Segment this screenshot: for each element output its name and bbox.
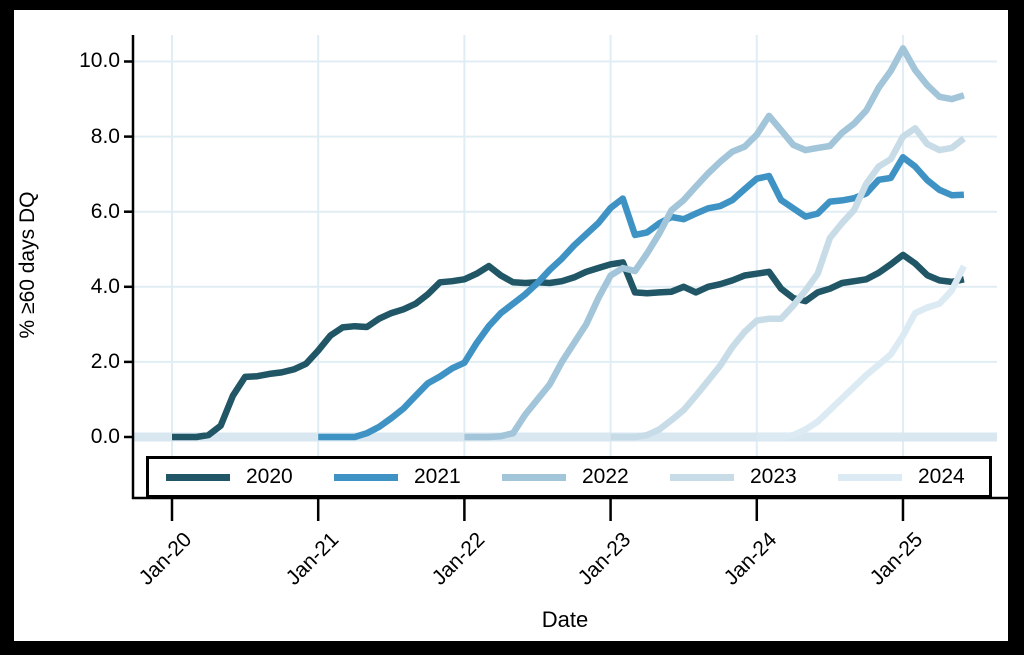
legend-item-2022: 2022 <box>485 465 653 489</box>
legend-label-2022: 2022 <box>582 465 629 488</box>
ytick-label-4: 4.0 <box>90 275 120 298</box>
legend-swatch-2023 <box>670 473 734 481</box>
y-axis-title: % ≥60 days DQ <box>16 191 39 339</box>
legend-item-2024: 2024 <box>821 465 989 489</box>
ytick-label-0: 0.0 <box>90 425 120 448</box>
legend-item-2021: 2021 <box>317 465 485 489</box>
x-axis-title: Date <box>541 607 589 632</box>
legend-label-2021: 2021 <box>414 465 461 488</box>
legend-label-2023: 2023 <box>750 465 797 488</box>
legend: 2020 2021 2022 2023 2024 <box>146 456 992 498</box>
ytick-label-10: 10.0 <box>79 49 120 72</box>
legend-swatch-2021 <box>334 473 398 481</box>
legend-item-2020: 2020 <box>149 465 317 489</box>
ytick-label-8: 8.0 <box>90 125 120 148</box>
legend-swatch-2022 <box>502 473 566 481</box>
ytick-label-6: 6.0 <box>90 200 120 223</box>
legend-label-2020: 2020 <box>246 465 293 488</box>
legend-label-2024: 2024 <box>918 465 965 488</box>
legend-swatch-2020 <box>166 473 230 481</box>
legend-item-2023: 2023 <box>653 465 821 489</box>
ytick-label-2: 2.0 <box>90 350 120 373</box>
legend-swatch-2024 <box>838 473 902 481</box>
